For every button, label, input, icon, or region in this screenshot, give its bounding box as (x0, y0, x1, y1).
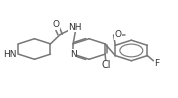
Text: O: O (52, 20, 59, 29)
Text: N: N (70, 50, 76, 59)
Text: HN: HN (3, 50, 17, 59)
Text: NH: NH (68, 23, 82, 32)
Text: O: O (114, 30, 121, 39)
Text: Cl: Cl (101, 60, 111, 70)
Text: F: F (155, 59, 160, 68)
